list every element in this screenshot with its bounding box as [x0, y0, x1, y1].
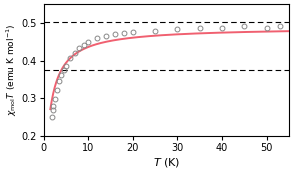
X-axis label: $T$ (K): $T$ (K) — [153, 156, 180, 169]
Y-axis label: $\chi_{\rm mol}$$T$ (emu K mol$^{-1}$): $\chi_{\rm mol}$$T$ (emu K mol$^{-1}$) — [4, 24, 18, 116]
